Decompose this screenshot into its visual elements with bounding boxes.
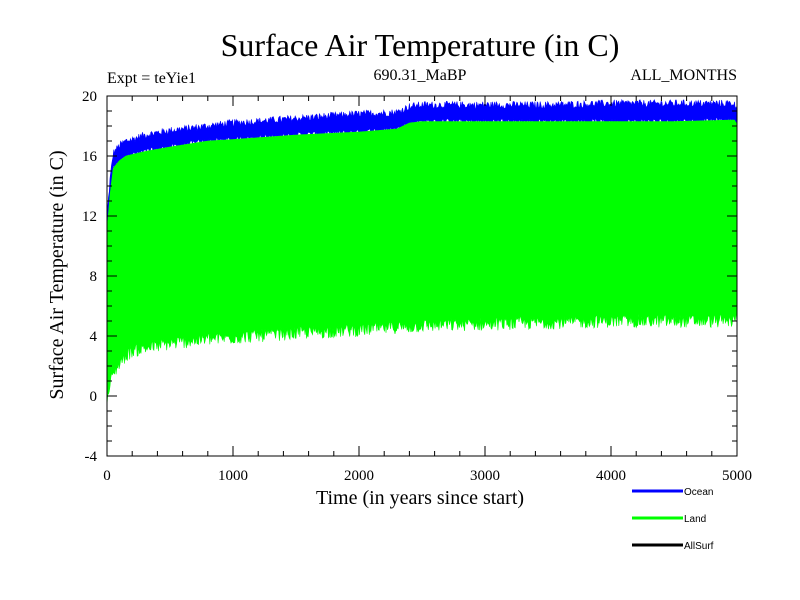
y-tick-label: 4 bbox=[90, 329, 98, 345]
legend-label-ocean: Ocean bbox=[684, 487, 713, 498]
x-tick-label: 0 bbox=[103, 468, 111, 484]
y-axis-label: Surface Air Temperature (in C) bbox=[46, 150, 68, 399]
chart-title: Surface Air Temperature (in C) bbox=[221, 27, 620, 63]
y-tick-label: 8 bbox=[90, 269, 98, 285]
axes-layer bbox=[106, 95, 738, 457]
y-tick-label: 0 bbox=[90, 389, 98, 405]
legend-label-allsurf: AllSurf bbox=[684, 541, 714, 552]
x-tick-label: 3000 bbox=[470, 468, 500, 484]
subtitle-left: Expt = teYie1 bbox=[107, 70, 196, 87]
series-layer bbox=[106, 98, 737, 406]
subtitle-right: ALL_MONTHS bbox=[630, 67, 737, 84]
legend: Ocean Land AllSurf bbox=[632, 487, 714, 552]
series-band-land bbox=[106, 119, 737, 406]
x-tick-label: 4000 bbox=[596, 468, 626, 484]
x-axis-label: Time (in years since start) bbox=[316, 487, 524, 509]
tick-label-layer: 0 1000 2000 3000 4000 5000 -4 0 4 8 12 16 20 bbox=[82, 89, 752, 484]
y-tick-label: -4 bbox=[85, 449, 98, 465]
x-tick-label: 5000 bbox=[722, 468, 752, 484]
y-tick-label: 16 bbox=[82, 149, 98, 165]
legend-label-land: Land bbox=[684, 514, 706, 525]
x-tick-label: 2000 bbox=[344, 468, 374, 484]
y-tick-label: 20 bbox=[82, 89, 97, 105]
x-tick-label: 1000 bbox=[218, 468, 248, 484]
y-tick-label: 12 bbox=[82, 209, 97, 225]
subtitle-center: 690.31_MaBP bbox=[374, 67, 467, 84]
